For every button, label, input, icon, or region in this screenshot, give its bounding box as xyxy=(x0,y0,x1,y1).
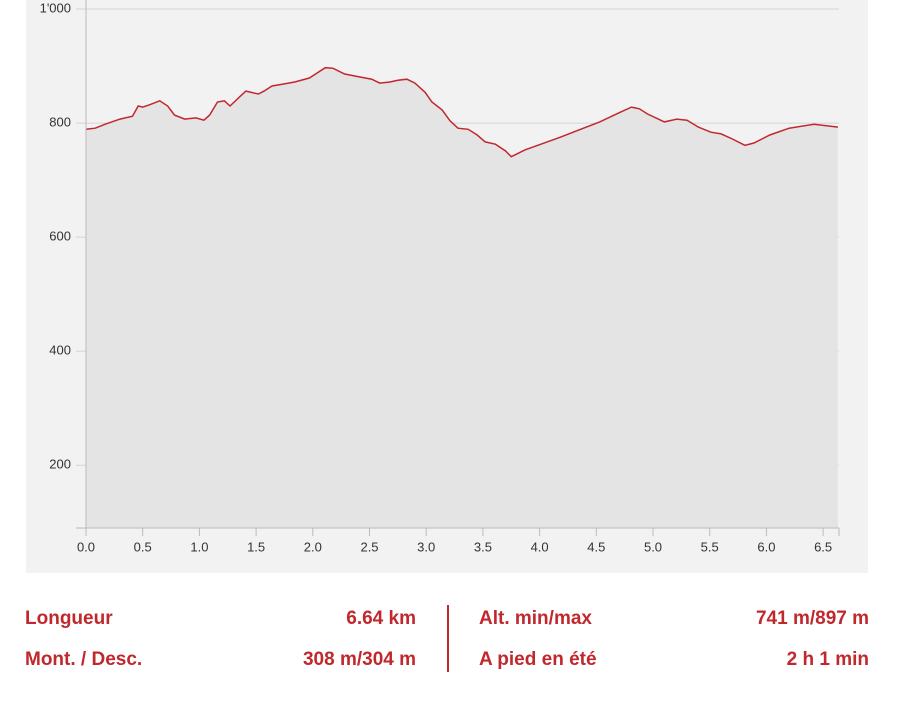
y-tick-label: 400 xyxy=(49,343,71,358)
x-tick-label: 5.5 xyxy=(701,539,719,554)
stat-value: 2 h 1 min xyxy=(787,649,869,670)
x-tick-label: 1.0 xyxy=(190,539,208,554)
stat-label: Mont. / Desc. xyxy=(25,649,142,670)
x-tick-label: 3.5 xyxy=(474,539,492,554)
stat-label: A pied en été xyxy=(479,649,597,670)
line xyxy=(85,66,838,158)
x-tick-label: 5.0 xyxy=(644,539,662,554)
y-tick-label: 600 xyxy=(49,229,71,244)
y-tick-label: 800 xyxy=(49,115,71,130)
x-tick-label: 6.5 xyxy=(814,539,832,554)
x-tick-label: 0.0 xyxy=(77,539,95,554)
x-tick-label: 0.5 xyxy=(134,539,152,554)
x-tick-label: 6.0 xyxy=(757,539,775,554)
stat-label: Alt. min/max xyxy=(479,608,592,629)
y-tick-label: 1'000 xyxy=(40,0,71,15)
x-tick-label: 1.5 xyxy=(247,539,265,554)
area xyxy=(86,67,838,528)
stat-value: 6.64 km xyxy=(346,608,416,629)
stat-value: 308 m/304 m xyxy=(303,649,416,670)
x-tick-label: 2.0 xyxy=(304,539,322,554)
x-tick-label: 4.0 xyxy=(531,539,549,554)
stat-value: 741 m/897 m xyxy=(756,608,869,629)
stat-label: Longueur xyxy=(25,608,113,629)
x-tick-label: 2.5 xyxy=(360,539,378,554)
y-tick-label: 200 xyxy=(49,457,71,472)
x-tick-label: 4.5 xyxy=(587,539,605,554)
x-tick-label: 3.0 xyxy=(417,539,435,554)
